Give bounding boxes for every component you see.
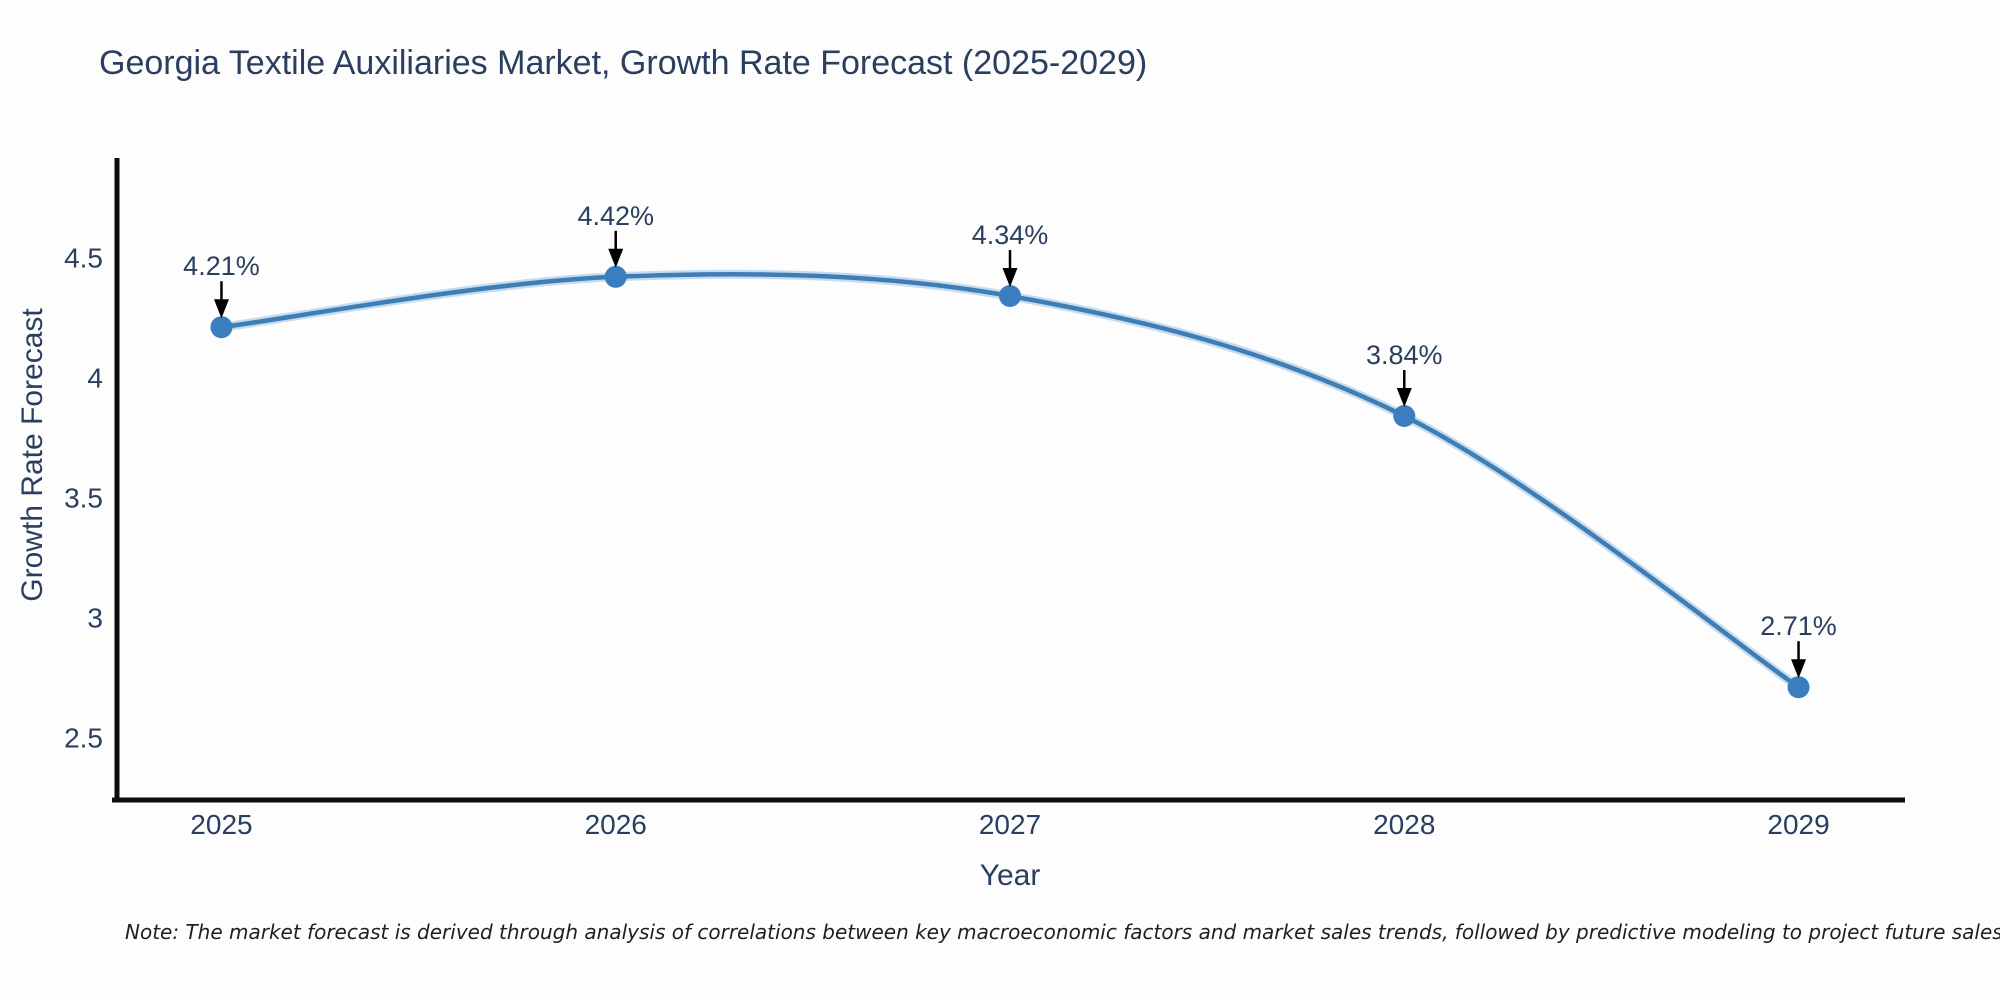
data-point-marker: [604, 265, 627, 288]
point-annotation-label: 3.84%: [1366, 340, 1443, 370]
x-tick-label: 2028: [1373, 809, 1435, 840]
annotation-arrow-head: [1396, 388, 1412, 407]
y-tick-label: 3.5: [64, 483, 103, 514]
data-point-marker: [1393, 405, 1416, 427]
point-annotations: 4.21% 4.42% 4.34% 3.84% 2.71%: [183, 201, 1837, 679]
annotation-arrow-head: [608, 248, 624, 268]
annotation-arrow-head: [1002, 268, 1018, 287]
data-point-marker: [999, 285, 1021, 307]
x-tick-label: 2029: [1767, 809, 1829, 840]
line-halo: [216, 269, 1804, 692]
y-axis-title: Growth Rate Forecast: [16, 308, 49, 602]
line-series: [210, 265, 1810, 699]
x-axis-title: Year: [979, 859, 1041, 892]
annotation-arrow-head: [1791, 659, 1807, 679]
axes: [112, 158, 1905, 803]
point-annotation-label: 4.34%: [972, 220, 1049, 250]
data-point-marker: [210, 316, 233, 339]
y-tick-label: 2.5: [64, 723, 103, 754]
forecast-line: [219, 272, 1801, 690]
point-annotation-label: 2.71%: [1760, 611, 1837, 641]
annotation-arrow-head: [213, 299, 229, 319]
x-tick-labels: 2025 2026 2027 2028 2029: [190, 809, 1829, 840]
x-tick-label: 2025: [190, 809, 252, 840]
data-point-marker: [1787, 676, 1810, 699]
y-tick-label: 4: [87, 363, 103, 394]
y-tick-label: 3: [87, 603, 103, 634]
footnote: Note: The market forecast is derived thr…: [125, 920, 2000, 944]
x-tick-label: 2026: [585, 809, 647, 840]
y-tick-labels: 4.5 4 3.5 3 2.5: [64, 243, 103, 754]
chart-title: Georgia Textile Auxiliaries Market, Grow…: [99, 44, 1148, 82]
point-annotation-label: 4.42%: [577, 201, 654, 231]
y-tick-label: 4.5: [64, 243, 103, 274]
point-annotation-label: 4.21%: [183, 251, 260, 281]
x-tick-label: 2027: [979, 809, 1041, 840]
